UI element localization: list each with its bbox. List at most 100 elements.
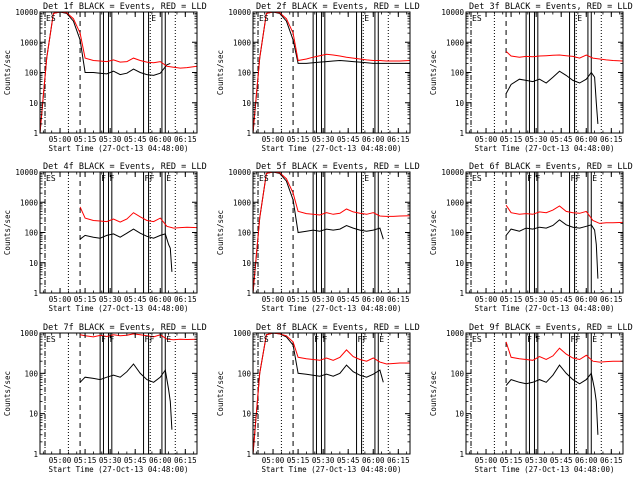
- panel-title: Det 9f BLACK = Events, RED = LLD: [469, 323, 633, 333]
- marker-label: ES: [259, 335, 269, 344]
- x-tick-label: 05:30: [312, 295, 335, 304]
- series-line-lld: [505, 51, 623, 62]
- x-tick-label: 05:45: [550, 295, 573, 304]
- marker-label: F: [576, 335, 581, 344]
- y-tick-label: 10000: [15, 8, 38, 17]
- x-axis-label: Start Time (27-Oct-13 04:48:00): [49, 304, 189, 313]
- x-tick-label: 05:00: [475, 456, 498, 465]
- y-tick-label: 100: [24, 69, 38, 78]
- x-axis-label: Start Time (27-Oct-13 04:48:00): [49, 144, 189, 153]
- x-tick-label: 05:45: [550, 456, 573, 465]
- panel-3: Det 3f BLACK = Events, RED = LLD ES E 1 10 10…: [429, 2, 633, 153]
- y-axis-label: Counts/sec: [3, 210, 12, 255]
- x-tick-label: 06:00: [362, 295, 385, 304]
- series-line-lld: [253, 172, 410, 293]
- x-tick-label: 05:15: [74, 295, 97, 304]
- marker-label: ES: [472, 14, 482, 23]
- x-tick-label: 06:15: [174, 295, 197, 304]
- x-tick-label: 05:15: [74, 456, 97, 465]
- x-axis-label: Start Time (27-Oct-13 04:48:00): [262, 144, 402, 153]
- y-tick-label: 100: [24, 229, 38, 238]
- y-tick-label: 1: [33, 129, 38, 138]
- series-line-events: [253, 12, 410, 133]
- x-tick-label: 05:15: [500, 295, 523, 304]
- x-axis-label: Start Time (27-Oct-13 04:48:00): [475, 465, 615, 474]
- y-tick-label: 1000: [20, 329, 39, 338]
- x-axis-label: Start Time (27-Oct-13 04:48:00): [262, 304, 402, 313]
- y-tick-label: 10: [455, 410, 465, 419]
- marker-label: E: [151, 14, 156, 23]
- x-tick-label: 05:15: [500, 135, 523, 144]
- series-line-lld: [79, 206, 197, 229]
- x-tick-label: 05:45: [124, 295, 147, 304]
- y-tick-label: 100: [450, 229, 464, 238]
- marker-label: F: [576, 174, 581, 183]
- series-line-events: [79, 228, 173, 272]
- y-tick-label: 10000: [228, 8, 251, 17]
- y-tick-label: 1000: [233, 38, 252, 47]
- marker-label: F: [150, 335, 155, 344]
- series-line-lld: [505, 341, 623, 363]
- y-tick-label: 1: [246, 129, 251, 138]
- x-tick-label: 06:15: [387, 135, 410, 144]
- marker-label: F: [109, 335, 114, 344]
- series-line-lld: [253, 333, 410, 454]
- y-tick-label: 10: [29, 99, 39, 108]
- y-tick-label: 1000: [233, 198, 252, 207]
- x-tick-label: 06:00: [362, 456, 385, 465]
- y-tick-label: 1: [33, 289, 38, 298]
- x-tick-label: 06:00: [575, 456, 598, 465]
- y-tick-label: 1000: [446, 38, 465, 47]
- y-axis-label: Counts/sec: [429, 210, 438, 255]
- panel-2: Det 2f BLACK = Events, RED = LLD ES E 1 10 10…: [216, 2, 420, 153]
- x-tick-label: 05:00: [475, 295, 498, 304]
- marker-label: E: [364, 174, 369, 183]
- x-tick-label: 06:15: [600, 135, 623, 144]
- y-tick-label: 100: [237, 229, 251, 238]
- y-axis-label: Counts/sec: [429, 371, 438, 416]
- series-line-events: [79, 363, 173, 430]
- x-tick-label: 05:45: [337, 456, 360, 465]
- x-tick-label: 05:30: [99, 456, 122, 465]
- marker-label: F: [145, 174, 150, 183]
- x-tick-label: 06:15: [387, 295, 410, 304]
- y-tick-label: 10000: [441, 8, 464, 17]
- series-line-lld: [505, 204, 623, 224]
- y-tick-label: 1000: [446, 198, 465, 207]
- y-tick-label: 100: [450, 369, 464, 378]
- x-tick-label: 05:00: [49, 295, 72, 304]
- marker-label: ES: [472, 335, 482, 344]
- y-axis-label: Counts/sec: [216, 371, 225, 416]
- marker-label: F: [145, 335, 150, 344]
- marker-label: E: [592, 335, 597, 344]
- y-tick-label: 10: [29, 259, 39, 268]
- y-tick-label: 1: [459, 450, 464, 459]
- x-axis-label: Start Time (27-Oct-13 04:48:00): [475, 144, 615, 153]
- x-tick-label: 05:30: [99, 295, 122, 304]
- y-tick-label: 10: [242, 259, 252, 268]
- series-line-lld: [40, 12, 197, 133]
- marker-label: ES: [46, 14, 56, 23]
- marker-label: F: [527, 174, 532, 183]
- x-tick-label: 05:15: [500, 456, 523, 465]
- marker-label: ES: [472, 174, 482, 183]
- panel-title: Det 7f BLACK = Events, RED = LLD: [43, 323, 207, 333]
- x-tick-label: 05:45: [550, 135, 573, 144]
- panel-title: Det 1f BLACK = Events, RED = LLD: [43, 2, 207, 12]
- x-tick-label: 05:30: [525, 456, 548, 465]
- x-tick-label: 05:00: [49, 456, 72, 465]
- marker-label: ES: [46, 174, 56, 183]
- x-tick-label: 05:15: [287, 135, 310, 144]
- y-tick-label: 1000: [233, 329, 252, 338]
- y-tick-label: 10000: [228, 168, 251, 177]
- marker-label: E: [592, 174, 597, 183]
- panel-1: Det 1f BLACK = Events, RED = LLD ES E 1 10 10…: [3, 2, 207, 153]
- marker-label: ES: [46, 335, 56, 344]
- y-tick-label: 100: [450, 69, 464, 78]
- marker-label: F: [571, 335, 576, 344]
- marker-label: F: [101, 174, 106, 183]
